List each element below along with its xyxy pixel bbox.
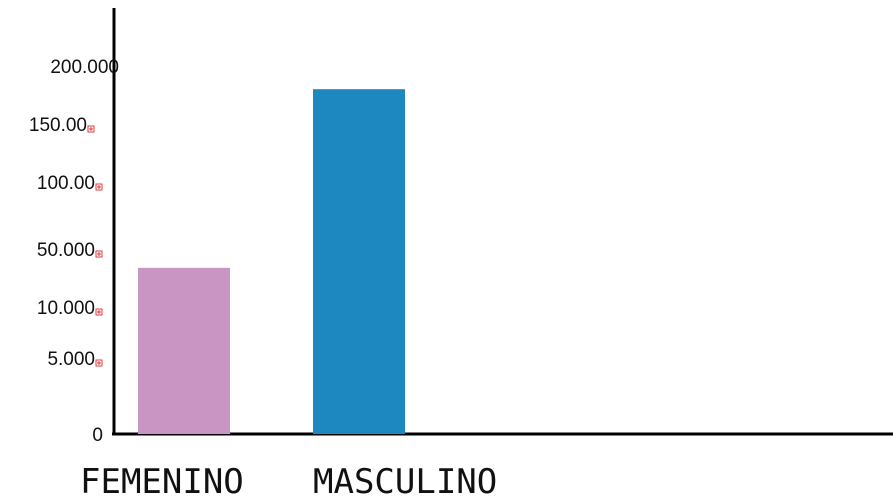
text-overflow-marker (95, 359, 103, 367)
category-label-masculino: MASCULINO (313, 462, 497, 502)
text-overflow-plus (97, 310, 101, 314)
y-tick-label: 200.000 (50, 57, 119, 78)
y-tick-labels: 0 5.000 10.000 50.000 100.00 150.00 200.000 (29, 57, 119, 446)
y-tick-label: 5.000 (47, 349, 95, 370)
text-overflow-plus (97, 185, 101, 189)
text-overflow-plus (97, 361, 101, 365)
y-tick-label: 50.000 (37, 240, 95, 261)
y-tick-label: 100.00 (37, 173, 95, 194)
y-tick-label: 150.00 (29, 115, 87, 136)
bars (138, 89, 405, 434)
y-tick-label: 0 (92, 425, 103, 446)
text-overflow-marker (95, 308, 103, 316)
y-tick-label: 10.000 (37, 298, 95, 319)
text-overflow-marker (95, 250, 103, 258)
category-labels: FEMENINO MASCULINO (80, 462, 497, 502)
text-overflow-plus (89, 127, 93, 131)
text-overflow-plus (97, 252, 101, 256)
bar-masculino (313, 89, 405, 434)
bar-femenino (138, 267, 230, 434)
category-label-femenino: FEMENINO (80, 462, 244, 502)
text-overflow-marker (87, 125, 95, 133)
text-overflow-marker (95, 183, 103, 191)
